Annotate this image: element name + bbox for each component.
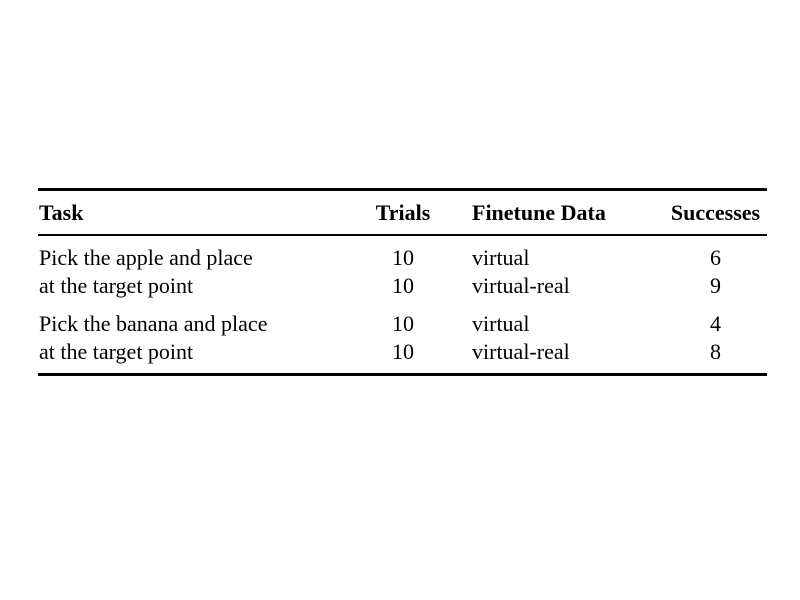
- header-finetune-data: Finetune Data: [472, 200, 606, 225]
- bottom-rule: [38, 373, 767, 376]
- trials-cell: 10: [392, 339, 414, 364]
- top-rule: [38, 188, 767, 191]
- header-rule: [38, 234, 767, 236]
- successes-cell: 8: [710, 339, 721, 364]
- header-task: Task: [39, 200, 84, 225]
- header-trials: Trials: [375, 200, 431, 225]
- trials-cell: 10: [392, 245, 414, 270]
- successes-cell: 9: [710, 273, 721, 298]
- finetune-data-cell: virtual-real: [472, 339, 570, 364]
- trials-cell: 10: [392, 273, 414, 298]
- successes-cell: 6: [710, 245, 721, 270]
- finetune-data-cell: virtual: [472, 311, 530, 336]
- task-line: Pick the banana and place: [39, 311, 268, 336]
- task-line: Pick the apple and place: [39, 245, 253, 270]
- task-line: at the target point: [39, 339, 194, 364]
- task-line: at the target point: [39, 273, 194, 298]
- successes-cell: 4: [710, 311, 721, 336]
- finetune-data-cell: virtual-real: [472, 273, 570, 298]
- trials-cell: 10: [392, 311, 414, 336]
- header-successes: Successes: [670, 200, 761, 225]
- finetune-data-cell: virtual: [472, 245, 530, 270]
